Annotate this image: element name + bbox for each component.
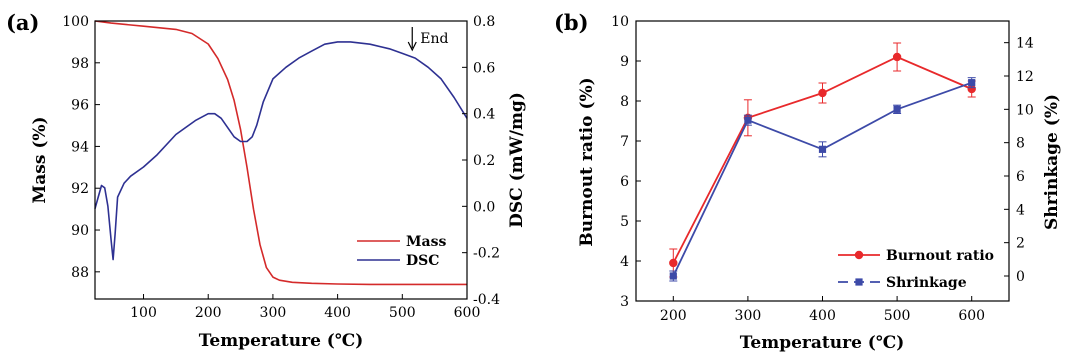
panel-b-legend-label-shrinkage: Shrinkage bbox=[886, 275, 967, 291]
panel-a-y2-tick-label: 0.8 bbox=[473, 14, 495, 30]
panel-a-y2-tick-label: -0.4 bbox=[473, 292, 500, 308]
panel-a-legend-label-dsc: DSC bbox=[406, 253, 439, 269]
panel-a-y-axis-label: Mass (%) bbox=[30, 116, 50, 203]
panel-a-x-tick-label: 500 bbox=[389, 305, 416, 321]
panel-b-x-tick-label: 400 bbox=[809, 308, 836, 324]
panel-b-y-tick-label: 7 bbox=[620, 134, 629, 150]
panel-b-y2-tick-label: 14 bbox=[1016, 36, 1034, 52]
panel-a-y-tick-label: 90 bbox=[71, 223, 89, 239]
panel-b-x-tick-label: 600 bbox=[958, 308, 985, 324]
panel-b-burnout-ratio-point bbox=[893, 53, 901, 61]
panel-a-y2-tick-label: 0.2 bbox=[473, 153, 495, 169]
panel-a-y2-tick-label: 0.4 bbox=[473, 107, 495, 123]
panel-a-y2-axis-label: DSC (mW/mg) bbox=[507, 92, 527, 228]
panel-b-series-shrinkage-line bbox=[673, 83, 971, 276]
panel-b-y2-axis-label: Shrinkage (%) bbox=[1042, 94, 1062, 230]
burnout-shrinkage-panel: (b) 200 300 400 500 60034567891002468101214 … bbox=[554, 10, 1062, 353]
panel-b-legend-marker-burnout-ratio bbox=[855, 251, 863, 259]
mass-dsc-panel: (a) 100 200 300 400 500 600889092949698100-0.… bbox=[6, 10, 527, 351]
panel-b-y2-tick-label: 0 bbox=[1016, 269, 1025, 285]
panel-a-legend-label-mass: Mass bbox=[406, 234, 446, 250]
panel-b-x-tick-label: 200 bbox=[660, 308, 687, 324]
panel-b-y2-tick-label: 4 bbox=[1016, 202, 1025, 218]
panel-b-legend-marker-shrinkage bbox=[855, 278, 862, 285]
panel-a-y-tick-label: 92 bbox=[71, 181, 89, 197]
panel-b-x-tick-label: 300 bbox=[735, 308, 762, 324]
panel-b-y2-tick-label: 10 bbox=[1016, 102, 1034, 118]
panel-a-x-tick-label: 100 bbox=[130, 305, 157, 321]
panel-b-x-tick-label: 500 bbox=[884, 308, 911, 324]
panel-b-shrinkage-point bbox=[894, 106, 901, 113]
panel-a-end-label: End bbox=[420, 31, 448, 47]
panel-b-shrinkage-point bbox=[968, 79, 975, 86]
panel-a-y2-tick-label: -0.2 bbox=[473, 246, 500, 262]
panel-b-shrinkage-point bbox=[670, 272, 677, 279]
panel-b-y-tick-label: 8 bbox=[620, 94, 629, 110]
panel-b-y2-tick-label: 12 bbox=[1016, 69, 1034, 85]
panel-b-x-axis-label: Temperature (℃) bbox=[740, 333, 905, 353]
panel-a-y2-tick-label: 0.6 bbox=[473, 60, 495, 76]
panel-b-y2-tick-label: 2 bbox=[1016, 236, 1025, 252]
panel-b-y-tick-label: 10 bbox=[611, 14, 629, 30]
panel-b-burnout-ratio-point bbox=[818, 89, 826, 97]
panel-a-y-tick-label: 100 bbox=[62, 14, 89, 30]
panel-a-x-tick-label: 200 bbox=[195, 305, 222, 321]
panel-b-shrinkage-point bbox=[744, 117, 751, 124]
panel-b-shrinkage-point bbox=[819, 146, 826, 153]
panel-b-y-tick-label: 6 bbox=[620, 174, 629, 190]
panel-a-x-tick-label: 400 bbox=[324, 305, 351, 321]
panel-a-y-tick-label: 88 bbox=[71, 265, 89, 281]
panel-a-y-tick-label: 98 bbox=[71, 56, 89, 72]
panel-a-x-axis-label: Temperature (℃) bbox=[199, 331, 364, 351]
panel-a-x-tick-label: 300 bbox=[260, 305, 287, 321]
panel-b-burnout-ratio-point bbox=[669, 259, 677, 267]
panel-b-y-tick-label: 5 bbox=[620, 214, 629, 230]
panel-b-y-tick-label: 4 bbox=[620, 254, 629, 270]
panel-a-series-dsc-line bbox=[95, 42, 467, 260]
panel-b-label: (b) bbox=[554, 10, 589, 35]
panel-a-y-tick-label: 94 bbox=[71, 139, 89, 155]
panel-a-y-tick-label: 96 bbox=[71, 98, 89, 114]
panel-b-y-tick-label: 9 bbox=[620, 54, 629, 70]
panel-b-y2-tick-label: 8 bbox=[1016, 136, 1025, 152]
panel-b-y-tick-label: 3 bbox=[620, 294, 629, 310]
panel-a-y2-tick-label: 0.0 bbox=[473, 199, 495, 215]
panel-a-label: (a) bbox=[6, 10, 39, 35]
panel-b-y2-tick-label: 6 bbox=[1016, 169, 1025, 185]
panel-b-legend-label-burnout-ratio: Burnout ratio bbox=[886, 248, 994, 264]
panel-b-y-axis-label: Burnout ratio (%) bbox=[577, 77, 597, 246]
